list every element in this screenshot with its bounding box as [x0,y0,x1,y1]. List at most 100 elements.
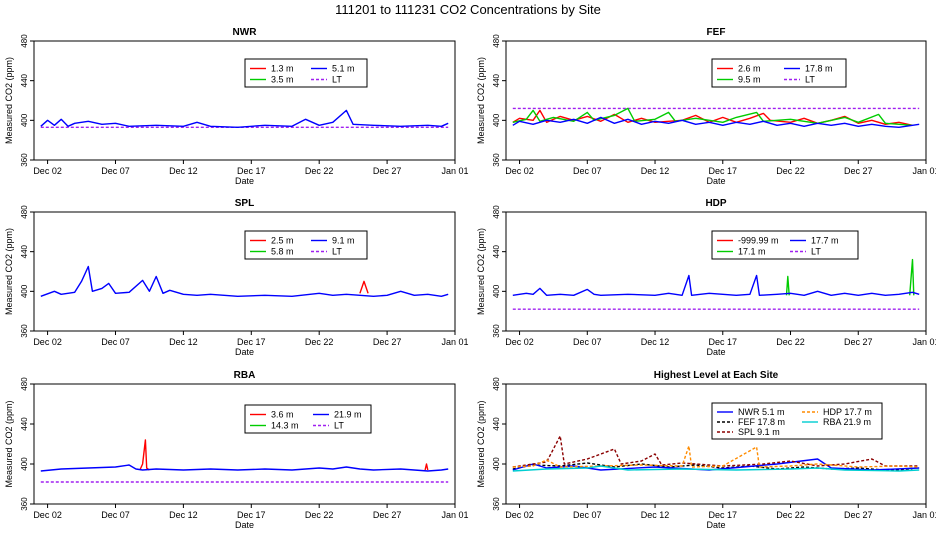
legend-box [244,404,372,434]
legend-label: LT [334,421,344,431]
y-tick-label: 440 [20,73,29,87]
x-axis-label: Date [235,520,254,530]
legend-label: -999.99 m [738,236,779,246]
chart-title: HDP [705,198,726,209]
legend: 1.3 m3.5 m 5.1 mLT [244,58,368,88]
x-tick-label: Dec 22 [305,510,334,520]
series-line [785,275,790,296]
x-tick-label: Dec 12 [641,510,670,520]
y-tick-label: 400 [20,284,29,298]
y-tick-label: 400 [492,457,501,471]
x-tick-label: Dec 27 [844,337,873,347]
legend-label: LT [332,247,342,257]
legend-label: 9.1 m [332,236,355,246]
series-line [40,265,449,297]
y-axis-label: Measured CO2 (ppm) [476,57,486,144]
series-line [512,107,913,126]
y-axis-label: Measured CO2 (ppm) [4,57,14,144]
plot-frame [505,383,927,505]
y-axis-label: Measured CO2 (ppm) [476,400,486,487]
x-tick-label: Dec 12 [169,166,198,176]
x-tick-label: Jan 01 [912,337,936,347]
plot-frame [33,383,456,505]
legend-box [711,230,859,260]
legend-box [244,230,368,260]
y-tick-label: 480 [492,34,501,48]
x-tick-label: Dec 27 [844,166,873,176]
x-tick-label: Dec 17 [237,166,266,176]
series-line [909,258,915,296]
x-tick-label: Dec 12 [169,510,198,520]
legend: 3.6 m14.3 m 21.9 mLT [244,404,372,434]
legend-label: LT [805,75,815,85]
chart-hdp: HDP Dec 02 Dec 07 Dec 12 Dec 17 Dec 22 Dec 27 J… [476,198,936,357]
y-tick-label: 440 [20,244,29,258]
x-tick-label: Dec 07 [101,166,130,176]
legend-label: LT [332,75,342,85]
x-tick-label: Dec 12 [169,337,198,347]
x-tick-label: Dec 17 [237,510,266,520]
legend: 2.5 m5.8 m 9.1 mLT [244,230,368,260]
series-line [359,280,369,294]
legend-label: 14.3 m [271,421,299,431]
legend-label: LT [811,247,821,257]
y-tick-label: 480 [492,205,501,219]
legend-label: 5.1 m [332,64,355,74]
y-tick-label: 400 [492,284,501,298]
y-tick-label: 440 [492,73,501,87]
series-line [512,435,920,468]
y-tick-label: 400 [20,113,29,127]
chart-title: NWR [233,27,258,38]
x-tick-label: Dec 07 [101,337,130,347]
legend-label: 5.8 m [271,247,294,257]
y-axis-label: Measured CO2 (ppm) [4,400,14,487]
legend-label: 17.7 m [811,236,839,246]
chart-title: Highest Level at Each Site [654,370,779,381]
series-line [512,445,920,468]
x-axis-label: Date [706,520,725,530]
chart-nwr: NWR Dec 02 Dec 07 Dec 12 Dec 17 Dec 22 Dec 27 J… [4,27,469,186]
x-tick-label: Dec 02 [33,337,62,347]
x-tick-label: Dec 02 [505,337,534,347]
legend: -999.99 m17.1 m 17.7 mLT [711,230,859,260]
x-axis-label: Date [706,347,725,357]
y-tick-label: 360 [492,153,501,167]
x-tick-label: Dec 27 [373,166,402,176]
legend-label: SPL 9.1 m [738,427,780,437]
legend-label: 9.5 m [738,75,761,85]
x-tick-label: Dec 07 [101,510,130,520]
y-axis-label: Measured CO2 (ppm) [476,228,486,315]
y-tick-label: 360 [492,497,501,511]
y-tick-label: 440 [492,417,501,431]
x-tick-label: Dec 07 [573,510,602,520]
chart-title: SPL [235,198,254,209]
legend-label: 17.1 m [738,247,766,257]
series-line [40,464,449,472]
x-tick-label: Dec 27 [844,510,873,520]
x-tick-label: Dec 17 [709,510,738,520]
y-tick-label: 360 [20,497,29,511]
x-axis-label: Date [235,176,254,186]
x-tick-label: Dec 02 [505,166,534,176]
x-tick-label: Jan 01 [912,166,936,176]
x-tick-label: Dec 12 [641,166,670,176]
legend-label: 3.6 m [271,410,294,420]
legend-label: 2.6 m [738,64,761,74]
x-tick-label: Jan 01 [441,510,468,520]
legend-label: 2.5 m [271,236,294,246]
x-tick-label: Dec 22 [305,337,334,347]
y-tick-label: 480 [492,377,501,391]
x-tick-label: Dec 17 [709,337,738,347]
legend-box [711,402,883,440]
series-line [40,109,449,129]
legend-label: FEF 17.8 m [738,417,785,427]
x-tick-label: Dec 22 [776,510,805,520]
plot-frame [505,40,927,161]
y-tick-label: 400 [492,113,501,127]
x-tick-label: Dec 02 [33,166,62,176]
series-line [139,439,150,471]
y-tick-label: 480 [20,205,29,219]
series-line [512,116,920,129]
x-tick-label: Dec 27 [373,337,402,347]
